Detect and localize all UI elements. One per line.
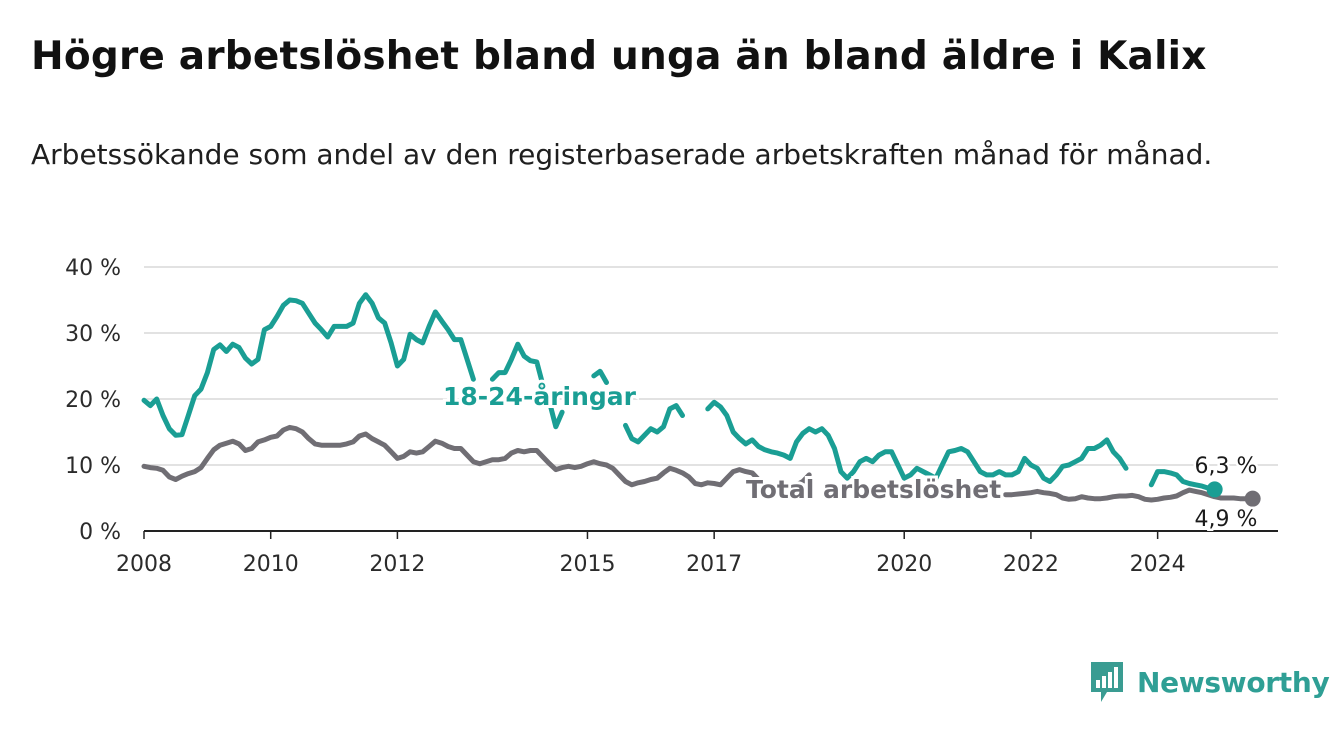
chart-subtitle: Arbetssökande som andel av den registerb… — [31, 138, 1213, 171]
series-line-1 — [141, 424, 1256, 503]
series-label-total: Total arbetslöshet — [746, 475, 1001, 504]
x-tick-label: 2010 — [243, 552, 299, 577]
x-tick-label: 2015 — [559, 552, 615, 577]
x-axis-tick-labels: 2008 2010 2012 2015 2017 2020 2022 2024 — [116, 531, 1186, 577]
x-tick-label: 2008 — [116, 552, 172, 577]
x-tick-label: 2022 — [1003, 552, 1059, 577]
bar-chart-logo-icon — [1091, 662, 1123, 702]
end-value-label-total: 4,9 % — [1195, 507, 1258, 532]
x-tick-label: 2020 — [876, 552, 932, 577]
y-tick-label: 10 % — [65, 454, 121, 479]
series-labels: 18-24-åringar Total arbetslöshet 6,3 % 4,9 … — [440, 379, 1260, 535]
series-label-youth: 18-24-åringar — [443, 382, 637, 411]
chart-title: Högre arbetslöshet bland unga än bland ä… — [31, 34, 1207, 79]
brand-name: Newsworthy — [1137, 665, 1330, 699]
y-tick-label: 0 % — [79, 520, 121, 545]
series-lines — [141, 292, 1261, 507]
series-end-point-1 — [1244, 490, 1261, 507]
x-tick-label: 2024 — [1130, 552, 1186, 577]
x-tick-label: 2017 — [686, 552, 742, 577]
newsworthy-logo: Newsworthy — [1089, 660, 1330, 704]
end-value-label-youth: 6,3 % — [1195, 454, 1258, 479]
series-line-0 — [141, 292, 1218, 492]
y-tick-label: 30 % — [65, 322, 121, 347]
series-end-point-0 — [1206, 481, 1223, 498]
y-tick-label: 40 % — [65, 256, 121, 281]
x-tick-label: 2012 — [369, 552, 425, 577]
grid-lines — [144, 266, 1278, 532]
y-axis-tick-labels: 0 % 10 % 20 % 30 % 40 % — [65, 256, 121, 545]
y-tick-label: 20 % — [65, 388, 121, 413]
